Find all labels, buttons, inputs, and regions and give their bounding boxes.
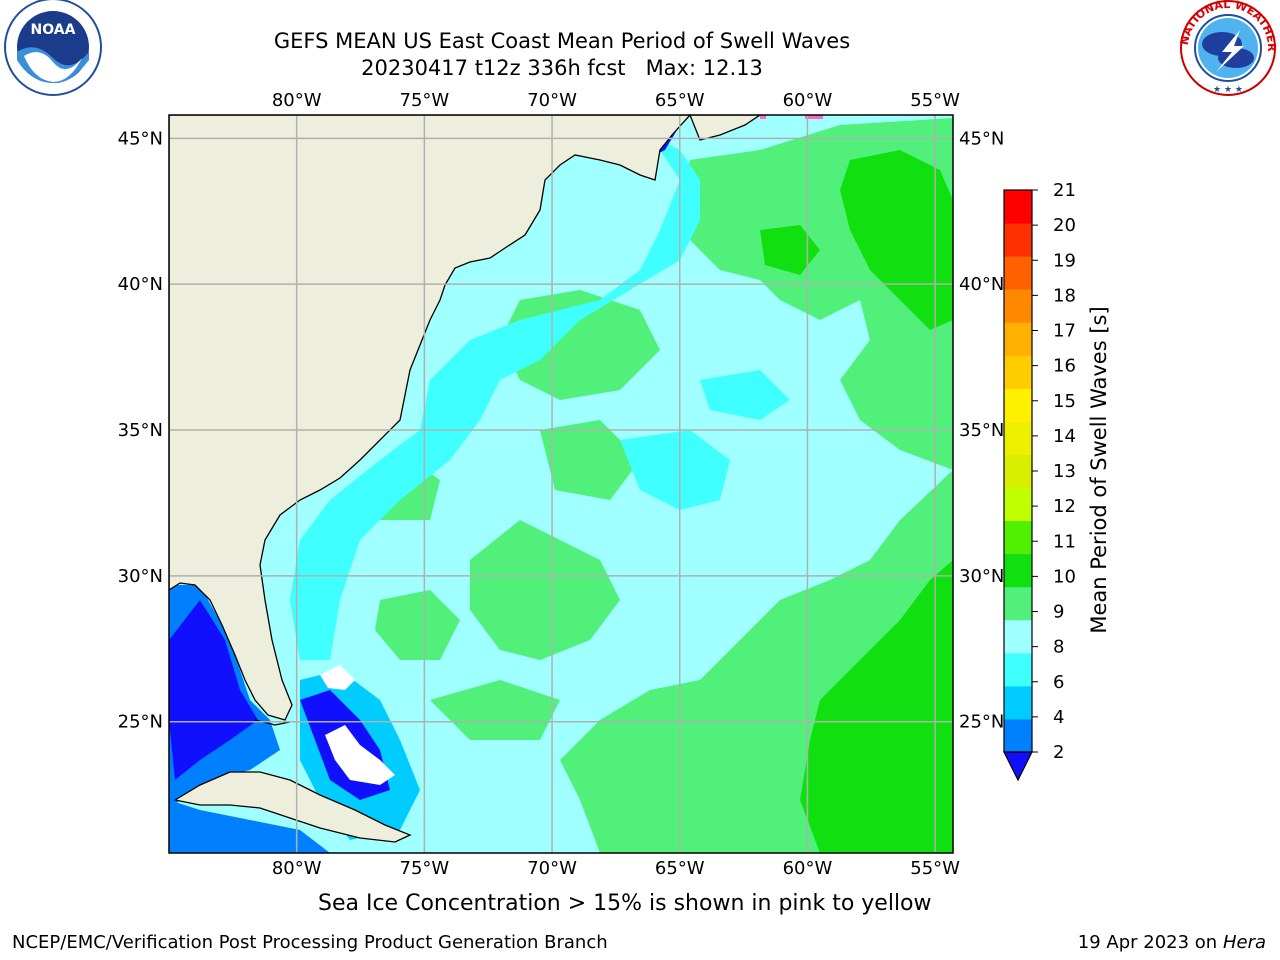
contour-6-8-coast [290,130,700,660]
lon-label-top: 80°W [272,90,322,111]
footer-date-text: 19 Apr 2023 on [1077,932,1218,953]
nova-scotia-land [689,115,762,141]
footer-date: 19 Apr 2023 on Hera [1078,932,1266,953]
colorbar-extend-triangle [1003,751,1033,782]
lon-label-bottom: 70°W [527,858,577,879]
colorbar-tick-label: 6 [1053,672,1064,693]
colorbar-tick-label: 11 [1053,531,1076,552]
lon-label-bottom: 55°W [910,858,960,879]
colorbar-segment [1004,223,1032,257]
colorbar-tick-label: 9 [1053,602,1064,623]
footer-host: Hera [1222,932,1266,953]
colorbar-segment [1004,388,1032,422]
graticule [169,115,953,853]
noaa-logo: NOAA [4,0,102,96]
sea-ice-patch-2 [805,115,823,119]
north-america-land [169,115,691,721]
colorbar-tick-label: 17 [1053,321,1076,342]
lat-label-left: 35°N [118,420,163,441]
contour-2-4-caribbean [169,800,330,853]
lat-label-left: 45°N [118,128,163,149]
colorbar-segment [1004,553,1032,588]
lat-label-right: 35°N [959,420,1004,441]
contour-9-10-central [470,520,620,660]
lat-label-left: 25°N [118,712,163,733]
bahama-bank-blank-2 [320,665,355,690]
contour-9-10-center2 [540,420,640,500]
lon-label-top: 75°W [400,90,450,111]
colorbar-tick-label: 15 [1053,391,1076,412]
noaa-logo-text: NOAA [31,22,76,38]
lat-label-left: 40°N [118,274,163,295]
sea-ice-note: Sea Ice Concentration > 15% is shown in … [318,891,932,916]
colorbar-label: Mean Period of Swell Waves [s] [1087,306,1111,633]
colorbar: 2 4 6 8 9 10 11 12 13 14 15 16 17 18 19 20 21 [1003,180,1076,782]
lon-label-bottom: 80°W [272,858,322,879]
colorbar-tick-label: 13 [1053,461,1076,482]
lat-label-right: 40°N [959,274,1004,295]
lat-label-right: 30°N [959,566,1004,587]
contour-10-11-small [760,225,820,275]
contour-9-10-south [375,590,460,660]
colorbar-tick-label: 4 [1053,707,1064,728]
bahama-bank-blank [325,725,395,785]
colorbar-tick-label: 19 [1053,250,1076,271]
colorbar-segment [1004,685,1032,720]
contour-6-8-gulfstream [620,430,730,510]
swell-period-field [169,115,953,853]
colorbar-tick-label: 8 [1053,637,1064,658]
colorbar-segment [1004,421,1032,455]
lon-label-top: 55°W [910,90,960,111]
footer-credit: NCEP/EMC/Verification Post Processing Pr… [12,932,608,953]
contour-10-11-northeast [840,150,953,330]
colorbar-tick-label: 16 [1053,356,1076,377]
colorbar-segment [1004,586,1032,621]
axis-labels: 80°W 80°W 75°W 75°W 70°W 70°W 65°W 65°W 60°W 60°W… [118,90,1005,879]
chart-title: GEFS MEAN US East Coast Mean Period of S… [273,29,851,53]
lat-label-right: 45°N [959,128,1004,149]
lon-label-top: 70°W [527,90,577,111]
colorbar-tick-label: 14 [1053,426,1076,447]
lon-label-top: 60°W [783,90,833,111]
lon-label-top: 65°W [655,90,705,111]
chart-subtitle: 20230417 t12z 336h fcst Max: 12.13 [361,56,763,80]
colorbar-segment [1004,322,1032,356]
lat-label-left: 30°N [118,566,163,587]
sea-ice-patch [760,115,766,119]
lon-label-bottom: 65°W [655,858,705,879]
contour-6-8-patch [700,370,790,420]
colorbar-segment [1004,256,1032,290]
colorbar-tick-label: 10 [1053,566,1076,587]
cuba-land [173,771,412,843]
colorbar-segment [1004,487,1032,522]
lon-label-bottom: 75°W [400,858,450,879]
colorbar-tick-label: 12 [1053,496,1076,517]
colorbar-tick-label: 2 [1053,742,1064,763]
lat-label-right: 25°N [959,712,1004,733]
colorbar-tick-label: 18 [1053,285,1076,306]
contour-below-2-gulf [169,600,258,780]
colorbar-tick-label: 21 [1053,180,1076,201]
colorbar-segment [1004,355,1032,389]
colorbar-tick-label: 20 [1053,215,1076,236]
contour-9-10-south2 [430,680,560,740]
map-frame [168,114,954,854]
colorbar-segment [1004,718,1032,753]
colorbar-segment [1004,619,1032,654]
colorbar-segment [1004,190,1032,224]
svg-text:★ ★ ★: ★ ★ ★ [1213,85,1243,95]
colorbar-segment [1004,289,1032,323]
colorbar-segment [1004,520,1032,555]
colorbar-segment [1004,454,1032,489]
colorbar-segment [1004,652,1032,687]
map-panel [169,115,953,853]
lon-label-bottom: 60°W [783,858,833,879]
contour-10-11-southeast [800,560,953,853]
